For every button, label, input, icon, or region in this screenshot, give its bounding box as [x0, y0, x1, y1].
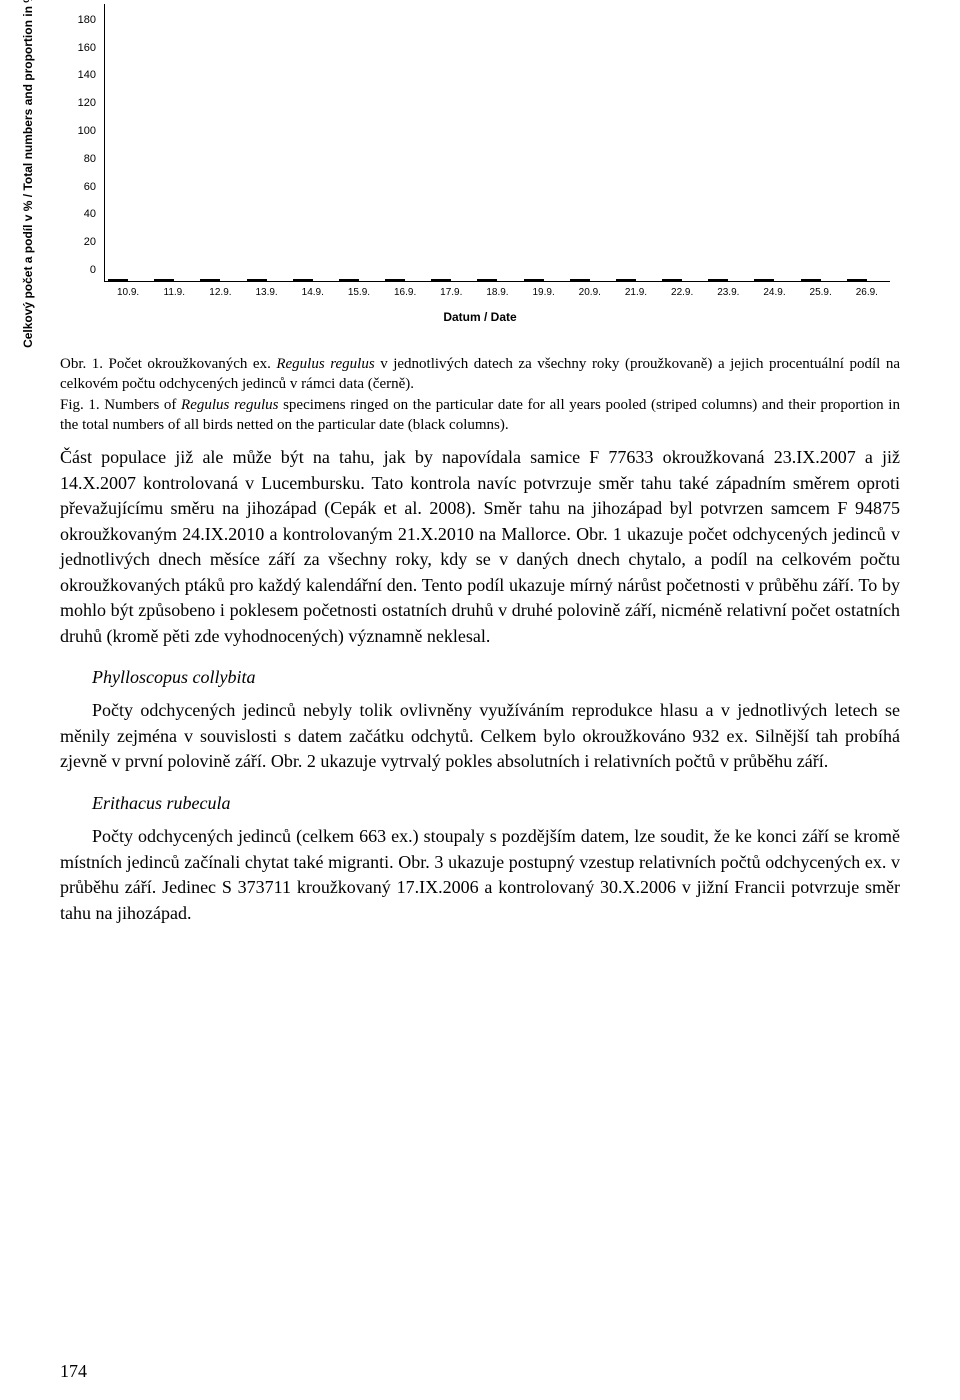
x-tick: 15.9.	[348, 281, 370, 298]
x-tick: 24.9.	[763, 281, 785, 298]
caption-cz-italic: Regulus regulus	[276, 356, 374, 372]
y-tick: 180	[78, 14, 96, 26]
y-axis-label: Celkový počet a podíl v % / Total number…	[21, 0, 35, 348]
bar-group: 22.9.	[659, 279, 705, 281]
bar-group: 14.9.	[290, 279, 336, 281]
bars-container: 10.9.11.9.12.9.13.9.14.9.15.9.16.9.17.9.…	[104, 4, 890, 282]
subhead-phylloscopus: Phylloscopus collybita	[92, 667, 900, 688]
x-tick: 23.9.	[717, 281, 739, 298]
bar-group: 10.9.	[105, 279, 151, 281]
bar-group: 26.9.	[844, 279, 890, 281]
y-tick: 100	[78, 125, 96, 137]
x-tick: 14.9.	[302, 281, 324, 298]
caption-cz-prefix: Obr. 1. Počet okroužkovaných ex.	[60, 356, 276, 372]
y-tick: 120	[78, 97, 96, 109]
caption-en-italic: Regulus regulus	[181, 397, 278, 413]
bar-group: 12.9.	[197, 279, 243, 281]
bar-group: 25.9.	[798, 279, 844, 281]
bar-group: 19.9.	[521, 279, 567, 281]
bar-group: 15.9.	[336, 279, 382, 281]
bar-group: 20.9.	[567, 279, 613, 281]
y-tick: 20	[84, 236, 96, 248]
y-tick: 140	[78, 69, 96, 81]
x-tick: 26.9.	[856, 281, 878, 298]
y-tick: 160	[78, 42, 96, 54]
bar-group: 24.9.	[751, 279, 797, 281]
y-tick: 60	[84, 181, 96, 193]
figure-caption: Obr. 1. Počet okroužkovaných ex. Regulus…	[60, 354, 900, 435]
x-tick: 17.9.	[440, 281, 462, 298]
plot-area: 020406080100120140160180200 10.9.11.9.12…	[104, 4, 890, 282]
figure-1-chart: Celkový počet a podíl v % / Total number…	[60, 0, 900, 340]
bar-group: 21.9.	[613, 279, 659, 281]
x-axis-title: Datum / Date	[60, 310, 900, 324]
y-tick: 40	[84, 208, 96, 220]
x-tick: 13.9.	[255, 281, 277, 298]
bar-group: 16.9.	[382, 279, 428, 281]
x-tick: 18.9.	[486, 281, 508, 298]
page-number: 174	[60, 1361, 87, 1382]
paragraph-1: Část populace již ale může být na tahu, …	[60, 445, 900, 649]
x-tick: 20.9.	[579, 281, 601, 298]
x-tick: 12.9.	[209, 281, 231, 298]
x-tick: 22.9.	[671, 281, 693, 298]
x-tick: 21.9.	[625, 281, 647, 298]
paragraph-3: Počty odchycených jedinců (celkem 663 ex…	[60, 824, 900, 926]
bar-group: 13.9.	[244, 279, 290, 281]
y-tick: 80	[84, 153, 96, 165]
caption-en-prefix: Fig. 1. Numbers of	[60, 397, 181, 413]
x-tick: 25.9.	[810, 281, 832, 298]
subhead-erithacus: Erithacus rubecula	[92, 793, 900, 814]
y-tick: 0	[90, 264, 96, 276]
bar-group: 11.9.	[151, 279, 197, 281]
x-tick: 10.9.	[117, 281, 139, 298]
paragraph-2: Počty odchycených jedinců nebyly tolik o…	[60, 698, 900, 775]
x-tick: 11.9.	[164, 281, 186, 298]
bar-group: 18.9.	[474, 279, 520, 281]
x-tick: 16.9.	[394, 281, 416, 298]
bar-group: 17.9.	[428, 279, 474, 281]
bar-group: 23.9.	[705, 279, 751, 281]
x-tick: 19.9.	[533, 281, 555, 298]
